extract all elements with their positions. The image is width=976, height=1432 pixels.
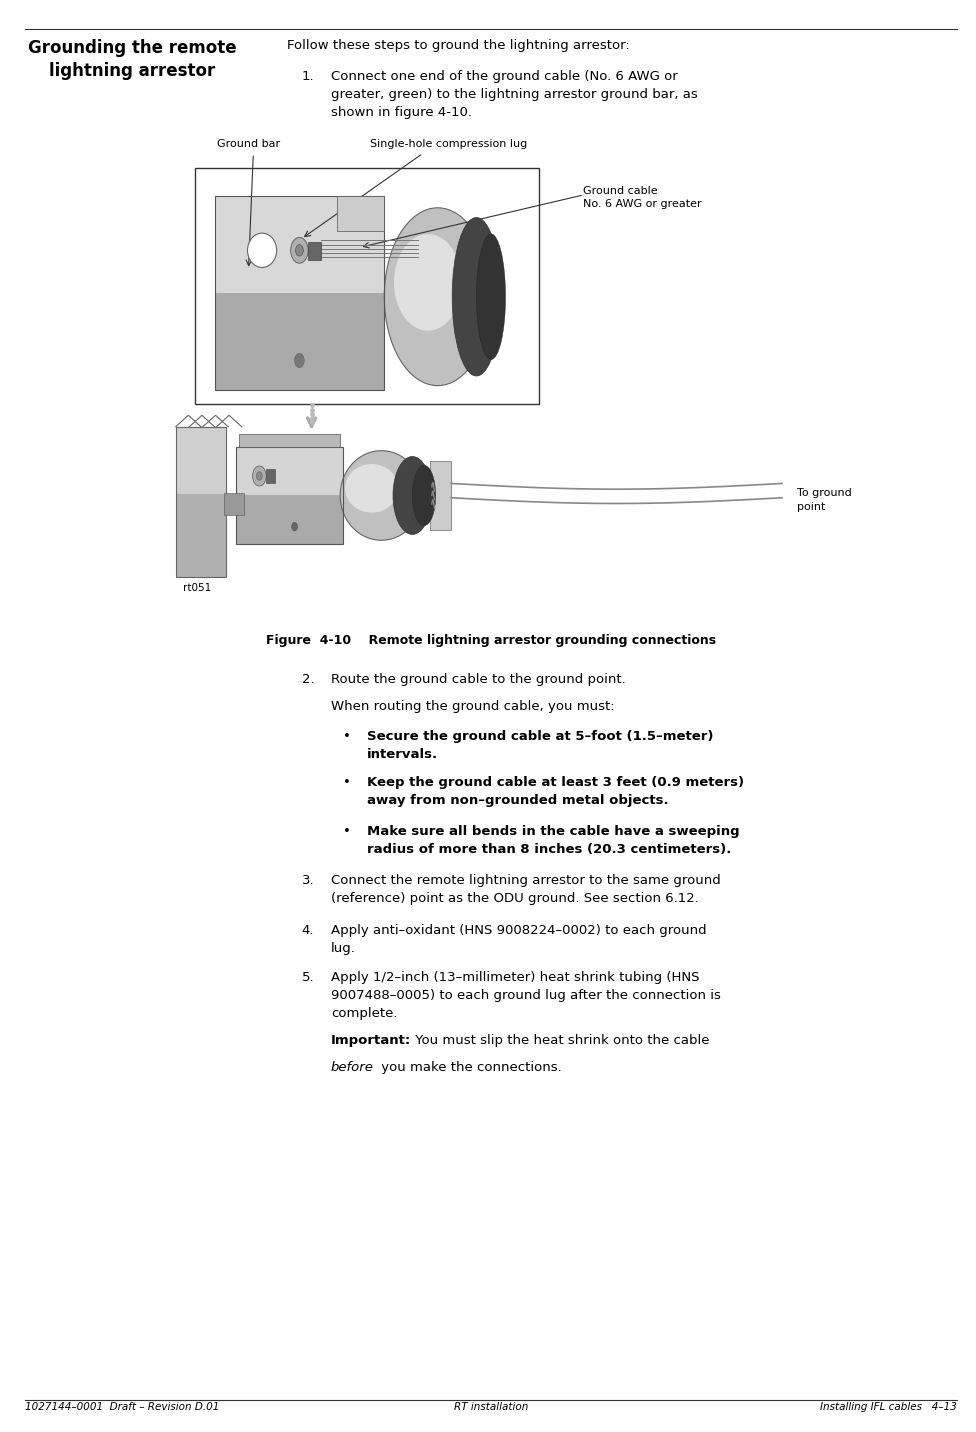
- Text: You must slip the heat shrink onto the cable: You must slip the heat shrink onto the c…: [412, 1034, 710, 1047]
- Text: Apply anti–oxidant (HNS 9008224–0002) to each ground
lug.: Apply anti–oxidant (HNS 9008224–0002) to…: [331, 924, 707, 955]
- Text: Grounding the remote
lightning arrestor: Grounding the remote lightning arrestor: [27, 39, 236, 80]
- Bar: [266, 468, 275, 483]
- Text: •: •: [343, 825, 350, 838]
- Text: Ground bar: Ground bar: [218, 139, 280, 149]
- Circle shape: [292, 523, 298, 531]
- Text: •: •: [343, 730, 350, 743]
- Text: you make the connections.: you make the connections.: [378, 1061, 562, 1074]
- Bar: [176, 494, 226, 577]
- Text: Connect the remote lightning arrestor to the same ground
(reference) point as th: Connect the remote lightning arrestor to…: [331, 874, 720, 905]
- Circle shape: [291, 238, 308, 263]
- Bar: [429, 461, 451, 530]
- Text: Single-hole compression lug: Single-hole compression lug: [370, 139, 527, 149]
- Circle shape: [296, 245, 304, 256]
- Bar: [308, 242, 321, 261]
- Bar: [236, 447, 343, 495]
- Text: Installing IFL cables   4–13: Installing IFL cables 4–13: [820, 1402, 956, 1412]
- Text: Important:: Important:: [331, 1034, 411, 1047]
- Text: Route the ground cable to the ground point.: Route the ground cable to the ground poi…: [331, 673, 626, 686]
- Text: Follow these steps to ground the lightning arrestor:: Follow these steps to ground the lightni…: [287, 39, 630, 52]
- Bar: [215, 196, 385, 294]
- Bar: [236, 447, 343, 544]
- Text: Ground cable
No. 6 AWG or greater: Ground cable No. 6 AWG or greater: [583, 186, 702, 209]
- Text: 1.: 1.: [302, 70, 314, 83]
- Ellipse shape: [393, 457, 431, 534]
- Ellipse shape: [341, 451, 423, 540]
- Text: Connect one end of the ground cable (No. 6 AWG or
greater, green) to the lightni: Connect one end of the ground cable (No.…: [331, 70, 698, 119]
- Text: Make sure all bends in the cable have a sweeping
radius of more than 8 inches (2: Make sure all bends in the cable have a …: [367, 825, 740, 856]
- Circle shape: [253, 465, 266, 485]
- Text: before: before: [331, 1061, 374, 1074]
- Bar: [215, 196, 385, 390]
- Bar: [224, 494, 244, 516]
- Text: rt051: rt051: [183, 583, 212, 593]
- Ellipse shape: [476, 233, 506, 359]
- Bar: [176, 427, 226, 577]
- Ellipse shape: [385, 208, 491, 385]
- Text: Keep the ground cable at least 3 feet (0.9 meters)
away from non–grounded metal : Keep the ground cable at least 3 feet (0…: [367, 776, 744, 808]
- Circle shape: [295, 354, 305, 368]
- Bar: [215, 294, 385, 390]
- Bar: [337, 196, 385, 231]
- Text: Apply 1/2–inch (13–millimeter) heat shrink tubing (HNS
9007488–0005) to each gro: Apply 1/2–inch (13–millimeter) heat shri…: [331, 971, 721, 1020]
- Ellipse shape: [413, 465, 435, 526]
- Ellipse shape: [394, 233, 462, 331]
- Text: To ground
point: To ground point: [796, 488, 851, 511]
- Ellipse shape: [452, 218, 501, 377]
- Text: •: •: [343, 776, 350, 789]
- Circle shape: [257, 471, 263, 480]
- Text: Figure  4-10    Remote lightning arrestor grounding connections: Figure 4-10 Remote lightning arrestor gr…: [265, 634, 716, 647]
- Text: 5.: 5.: [302, 971, 314, 984]
- Bar: [195, 168, 540, 404]
- Text: 3.: 3.: [302, 874, 314, 886]
- Ellipse shape: [248, 233, 276, 268]
- Ellipse shape: [345, 464, 398, 513]
- Bar: [236, 495, 343, 544]
- Text: 4.: 4.: [302, 924, 314, 937]
- Text: 2.: 2.: [302, 673, 314, 686]
- Text: Secure the ground cable at 5–foot (1.5–meter)
intervals.: Secure the ground cable at 5–foot (1.5–m…: [367, 730, 713, 762]
- Bar: [176, 427, 226, 494]
- Bar: [239, 434, 340, 447]
- Text: RT installation: RT installation: [454, 1402, 528, 1412]
- Text: 1027144–0001  Draft – Revision D.01: 1027144–0001 Draft – Revision D.01: [25, 1402, 220, 1412]
- Text: When routing the ground cable, you must:: When routing the ground cable, you must:: [331, 700, 615, 713]
